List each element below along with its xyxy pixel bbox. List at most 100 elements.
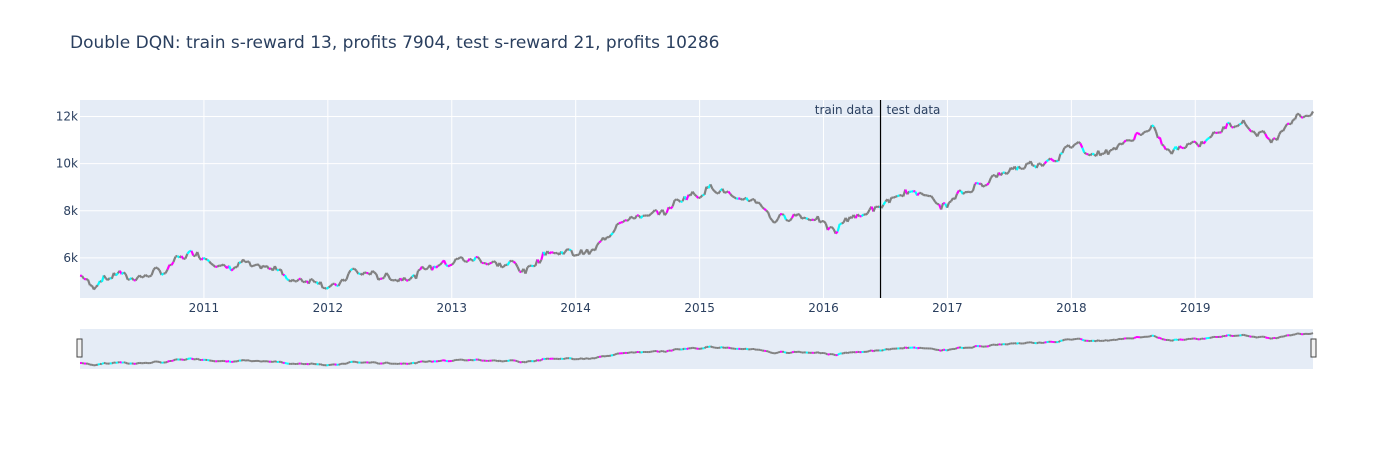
mini-price-segment xyxy=(570,357,574,361)
mini-price-segment xyxy=(539,359,542,362)
price-segment xyxy=(1132,133,1138,141)
price-segment xyxy=(1191,140,1195,144)
price-segment xyxy=(437,263,441,267)
mini-price-segment xyxy=(103,361,107,365)
mini-price-segment xyxy=(320,363,324,367)
price-segment xyxy=(1244,123,1249,128)
price-segment xyxy=(435,265,439,269)
mini-price-segment xyxy=(745,347,749,351)
price-segment xyxy=(1071,144,1076,148)
mini-price-segment xyxy=(1057,339,1061,343)
price-segment xyxy=(1035,162,1040,169)
price-segment xyxy=(618,221,622,225)
price-segment xyxy=(550,251,554,254)
price-segment xyxy=(1232,125,1237,129)
y-tick-label: 10k xyxy=(56,157,78,171)
mini-price-segment xyxy=(272,360,276,363)
price-segment xyxy=(124,273,129,281)
price-segment xyxy=(122,271,127,276)
mini-price-segment xyxy=(710,345,713,349)
mini-price-segment xyxy=(672,348,676,352)
mini-price-segment xyxy=(682,347,685,351)
price-segment xyxy=(180,255,185,260)
price-segment xyxy=(364,271,367,274)
price-segment xyxy=(439,261,443,266)
mini-price-segment xyxy=(907,346,910,350)
price-segment xyxy=(1302,115,1306,119)
price-segment xyxy=(769,217,773,221)
price-segment xyxy=(650,211,654,215)
price-segment xyxy=(1079,142,1084,149)
price-segment xyxy=(1184,143,1189,149)
mini-price-segment xyxy=(578,357,582,361)
price-segment xyxy=(238,261,242,264)
price-segment xyxy=(968,190,972,194)
price-segment xyxy=(651,209,656,214)
price-segment xyxy=(1075,141,1080,145)
price-segment xyxy=(1070,146,1073,149)
mini-price-segment xyxy=(1103,339,1107,342)
price-segment xyxy=(524,266,529,274)
mini-price-segment xyxy=(1115,338,1119,341)
price-segment xyxy=(1162,145,1167,151)
price-segment xyxy=(172,256,177,263)
x-tick-label: 2015 xyxy=(684,301,715,315)
price-segment xyxy=(633,214,638,220)
price-segment xyxy=(1224,122,1229,130)
price-segment xyxy=(175,254,178,258)
price-segment xyxy=(882,201,887,206)
mini-price-segment xyxy=(1229,334,1232,337)
price-segment xyxy=(725,190,729,194)
price-segment xyxy=(671,199,676,207)
price-segment xyxy=(299,277,304,283)
price-segment xyxy=(926,194,930,198)
mini-price-segment xyxy=(843,351,847,355)
mini-price-segment xyxy=(759,348,763,352)
price-segment xyxy=(279,269,284,276)
price-segment xyxy=(680,200,683,204)
price-segment xyxy=(451,262,455,266)
price-segment xyxy=(803,216,807,220)
price-segment xyxy=(920,192,924,196)
price-segment xyxy=(733,196,737,200)
mini-price-segment xyxy=(1012,342,1015,345)
mini-price-segment xyxy=(1177,338,1181,342)
range-slider-right-handle[interactable] xyxy=(1310,338,1317,358)
mini-price-segment xyxy=(940,348,944,352)
price-segment xyxy=(630,215,634,219)
price-segment xyxy=(1131,138,1135,143)
grid-lines xyxy=(80,100,1313,298)
price-segment xyxy=(1099,152,1104,157)
price-segment xyxy=(570,249,575,257)
price-segment xyxy=(310,277,314,281)
price-segment xyxy=(160,272,165,276)
mini-price-segment xyxy=(703,345,708,350)
mini-price-segment xyxy=(1163,338,1167,341)
price-segment xyxy=(204,257,208,261)
price-segment xyxy=(773,220,777,224)
mini-price-segment xyxy=(588,357,592,361)
mini-price-segment xyxy=(1149,334,1153,338)
mini-price-segment xyxy=(523,360,526,364)
mini-price-segment xyxy=(954,347,958,350)
mini-price-segment xyxy=(1159,336,1163,340)
price-segment xyxy=(425,267,429,271)
range-slider-left-handle[interactable] xyxy=(76,338,83,358)
mini-price-segment xyxy=(946,348,950,352)
price-segment xyxy=(164,269,169,274)
mini-price-segment xyxy=(686,347,689,351)
price-segment xyxy=(663,212,668,216)
mini-price-segment xyxy=(881,349,884,352)
price-segment xyxy=(896,194,900,198)
price-segment xyxy=(608,234,612,239)
price-segment xyxy=(1154,130,1159,139)
mini-price-segment xyxy=(1153,334,1157,338)
mini-price-segment xyxy=(1284,334,1288,337)
price-segment xyxy=(1115,144,1120,151)
mini-price-segment xyxy=(173,358,176,362)
price-segment xyxy=(841,221,845,225)
mini-price-segment xyxy=(833,353,837,357)
price-segment xyxy=(1061,147,1066,154)
price-segment xyxy=(512,260,517,265)
price-segment xyxy=(144,273,149,278)
